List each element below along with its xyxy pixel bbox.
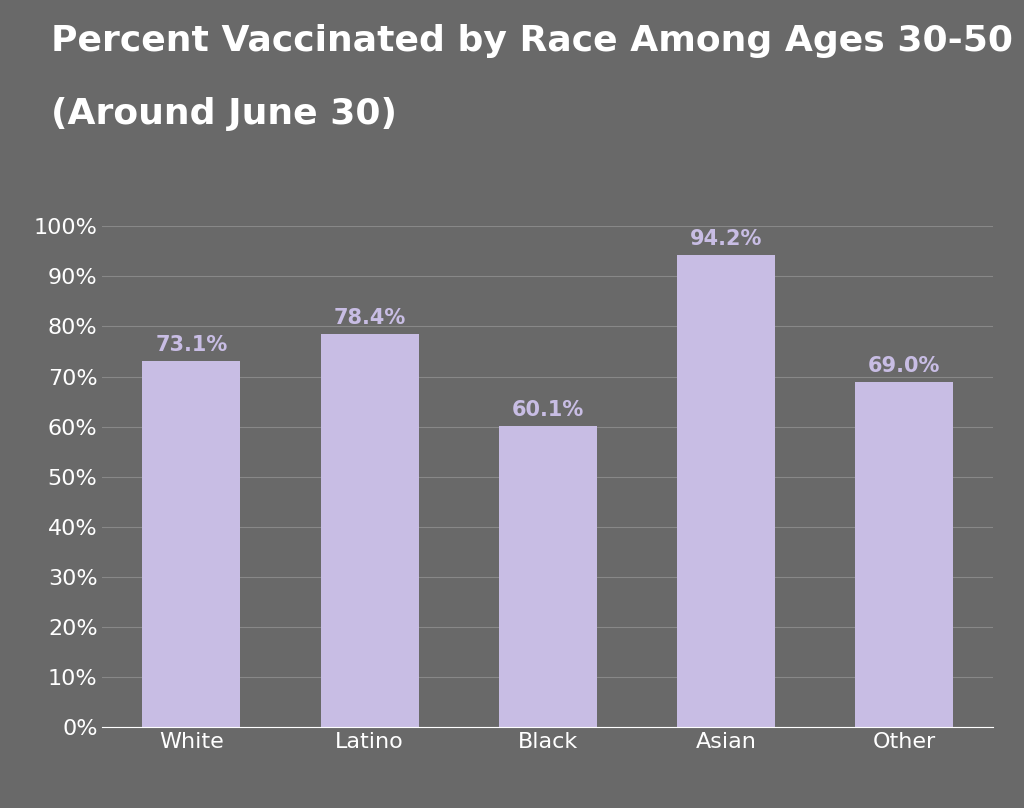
Text: (Around June 30): (Around June 30) [51, 97, 397, 131]
Text: 60.1%: 60.1% [512, 400, 584, 420]
Bar [855, 381, 953, 727]
Bar [677, 255, 775, 727]
Text: Percent Vaccinated by Race Among Ages 30-50: Percent Vaccinated by Race Among Ages 30… [51, 24, 1013, 58]
Text: 69.0%: 69.0% [868, 356, 940, 376]
Bar [321, 335, 419, 727]
Text: 78.4%: 78.4% [334, 309, 406, 328]
Bar [499, 426, 597, 727]
Text: 73.1%: 73.1% [156, 335, 227, 355]
Text: 94.2%: 94.2% [690, 229, 762, 250]
Bar [142, 361, 241, 727]
